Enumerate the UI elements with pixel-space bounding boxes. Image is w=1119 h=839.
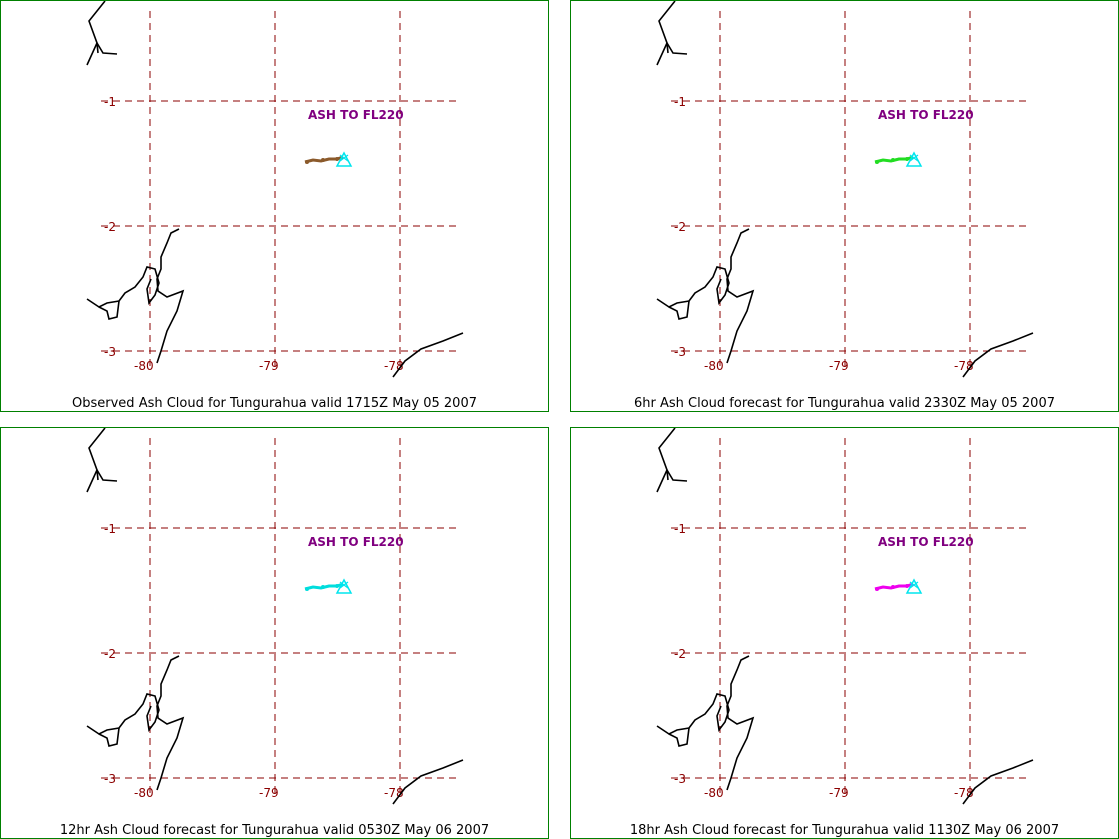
coastline: [392, 332, 464, 378]
coastline: [392, 759, 464, 805]
ash-cloud-point: [891, 158, 895, 162]
longitude-label: -80: [134, 359, 154, 373]
coastline: [96, 42, 118, 55]
coastline: [668, 727, 690, 747]
coastline: [656, 693, 730, 735]
coastline: [666, 469, 688, 482]
latitude-label: -3: [104, 772, 116, 786]
map-panel-18hr-forecast: -1 -2 -3 -80 -79 -78 ASH TO FL220 18hr Ash Clo…: [570, 427, 1119, 839]
coastline: [726, 228, 755, 364]
coastline: [656, 1, 676, 66]
panel-title: Observed Ash Cloud for Tungurahua valid …: [72, 396, 477, 411]
ash-cloud-point: [875, 160, 879, 164]
longitude-label: -79: [259, 786, 279, 800]
latitude-label: -2: [104, 647, 116, 661]
volcano-marker: [335, 578, 353, 594]
map-panel-6hr-forecast: -1 -2 -3 -80 -79 -78 ASH TO FL220 6hr Ash Clou…: [570, 0, 1119, 412]
ash-cloud-point: [875, 587, 879, 591]
map-panel-12hr-forecast: -1 -2 -3 -80 -79 -78 ASH TO FL220 12hr Ash Clo…: [0, 427, 549, 839]
coastline: [666, 42, 669, 54]
ash-label: ASH TO FL220: [308, 535, 404, 549]
panel-title: 12hr Ash Cloud forecast for Tungurahua v…: [59, 823, 490, 838]
ash-cloud-point: [321, 158, 325, 162]
volcano-marker: [905, 578, 923, 594]
volcano-marker: [339, 154, 349, 162]
coastline: [86, 1, 106, 66]
coastline: [86, 266, 160, 308]
coastline: [726, 655, 755, 791]
ash-label: ASH TO FL220: [308, 108, 404, 122]
latitude-label: -3: [674, 772, 686, 786]
ash-cloud-point: [905, 584, 909, 588]
ash-label: ASH TO FL220: [878, 108, 974, 122]
coastline: [656, 266, 730, 308]
longitude-label: -80: [134, 786, 154, 800]
coastline: [96, 469, 99, 481]
coastline: [156, 228, 185, 364]
coastline: [96, 42, 99, 54]
ash-label: ASH TO FL220: [878, 535, 974, 549]
panel-title: 18hr Ash Cloud forecast for Tungurahua v…: [629, 823, 1060, 838]
coastline: [666, 469, 669, 481]
latitude-label: -1: [674, 522, 686, 536]
latitude-label: -3: [104, 345, 116, 359]
longitude-label: -79: [259, 359, 279, 373]
latitude-label: -2: [674, 220, 686, 234]
latitude-label: -1: [674, 95, 686, 109]
latitude-label: -3: [674, 345, 686, 359]
coastline: [656, 428, 676, 493]
volcano-marker: [335, 151, 353, 167]
ash-cloud-point: [305, 160, 309, 164]
coastline: [98, 300, 120, 320]
coastline: [666, 42, 688, 55]
ash-cloud-point: [305, 587, 309, 591]
panel-title: 6hr Ash Cloud forecast for Tungurahua va…: [634, 396, 1055, 411]
latitude-label: -2: [104, 220, 116, 234]
longitude-label: -80: [704, 359, 724, 373]
ash-cloud-point: [335, 584, 339, 588]
latitude-label: -1: [104, 95, 116, 109]
volcano-marker: [909, 581, 919, 589]
ash-cloud-point: [335, 157, 339, 161]
volcano-marker: [339, 581, 349, 589]
volcano-marker: [905, 151, 923, 167]
volcano-marker: [909, 154, 919, 162]
coastline: [962, 759, 1034, 805]
longitude-label: -79: [829, 786, 849, 800]
coastline: [86, 428, 106, 493]
coastline: [86, 693, 160, 735]
longitude-label: -79: [829, 359, 849, 373]
ash-cloud-point: [321, 585, 325, 589]
ash-cloud-point: [905, 157, 909, 161]
latitude-label: -2: [674, 647, 686, 661]
coastline: [96, 469, 118, 482]
latitude-label: -1: [104, 522, 116, 536]
coastline: [98, 727, 120, 747]
longitude-label: -80: [704, 786, 724, 800]
coastline: [156, 655, 185, 791]
coastline: [668, 300, 690, 320]
coastline: [962, 332, 1034, 378]
ash-cloud-point: [891, 585, 895, 589]
map-panel-observed: -1 -2 -3 -80 -79 -78 ASH TO FL220 Observed Ash…: [0, 0, 549, 412]
